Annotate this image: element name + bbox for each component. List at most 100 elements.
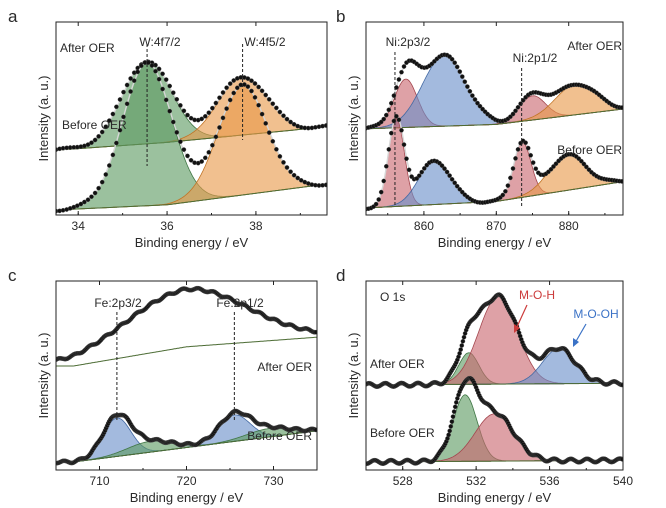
peak-label: Ni:2p1/2: [513, 51, 558, 65]
data-point: [185, 112, 190, 118]
data-point: [277, 109, 283, 115]
data-point: [89, 194, 94, 199]
panel-letter: a: [8, 7, 18, 26]
data-point: [227, 97, 233, 103]
data-point: [121, 89, 126, 95]
data-points: [366, 52, 623, 131]
x-tick-label: 870: [486, 219, 506, 233]
data-point: [96, 134, 101, 139]
data-point: [224, 85, 229, 90]
data-point: [259, 88, 265, 94]
data-point: [373, 201, 379, 207]
plot-area: [366, 52, 623, 212]
background-line: [56, 336, 317, 367]
series-before-oer: [56, 60, 327, 214]
data-point: [185, 153, 190, 159]
data-point: [406, 167, 412, 173]
x-axis-title: Binding energy / eV: [135, 235, 249, 250]
data-point: [131, 78, 137, 83]
chart-panel-c: 710 720 730 Binding energy / eV Intensity (a…: [8, 266, 318, 505]
data-point: [505, 183, 511, 188]
data-point: [259, 111, 265, 117]
data-point: [234, 85, 240, 91]
data-point: [442, 166, 447, 171]
data-point: [167, 83, 172, 89]
data-point: [178, 139, 183, 144]
data-point: [252, 95, 258, 100]
series-after-oer: [366, 292, 623, 390]
data-point: [199, 159, 204, 164]
data-point: [245, 84, 251, 89]
series-after-oer: [366, 52, 623, 131]
data-point: [217, 95, 222, 100]
data-point: [449, 419, 455, 424]
x-axis-title: Binding energy / eV: [438, 490, 552, 505]
data-point: [266, 97, 272, 102]
data-point: [533, 166, 539, 171]
data-point: [295, 175, 301, 181]
data-point: [274, 105, 279, 111]
data-point: [135, 69, 140, 75]
data-point: [206, 110, 212, 115]
data-point: [378, 119, 384, 125]
arrow-head-mo-oh: [573, 338, 579, 347]
data-points: [56, 408, 317, 466]
data-point: [515, 147, 521, 152]
data-point: [386, 107, 392, 113]
panel-title: O 1s: [380, 290, 405, 304]
data-point: [227, 81, 233, 86]
data-point: [510, 111, 516, 117]
data-point: [277, 154, 283, 159]
data-point: [383, 163, 389, 169]
data-point: [401, 64, 407, 69]
data-point: [249, 88, 254, 94]
data-point: [224, 106, 229, 111]
peak-label: Ni:2p3/2: [386, 35, 431, 49]
data-point: [419, 169, 425, 175]
data-point: [472, 97, 478, 102]
y-axis-title: Intensity (a. u.): [36, 333, 51, 419]
x-tick-label: 528: [393, 474, 413, 488]
data-point: [376, 197, 382, 202]
data-point: [284, 116, 290, 122]
data-point: [99, 179, 105, 185]
data-point: [256, 102, 261, 108]
data-point: [470, 93, 475, 98]
data-point: [281, 113, 286, 118]
data-point: [270, 138, 276, 144]
panel-letter: c: [8, 266, 17, 285]
data-point: [121, 114, 126, 120]
series-label: Before OER: [370, 426, 435, 440]
data-point: [452, 404, 458, 410]
data-point: [452, 180, 458, 186]
data-point: [110, 111, 116, 117]
data-point: [450, 414, 456, 419]
x-tick-label: 36: [160, 219, 174, 233]
y-axis-title: Intensity (a. u.): [36, 76, 51, 162]
peak-label: M-O-H: [519, 288, 555, 302]
data-points: [366, 292, 623, 390]
arrow-mo-oh: [574, 323, 587, 344]
data-point: [388, 130, 394, 136]
data-point: [313, 329, 317, 335]
series-label: Before OER: [557, 143, 622, 157]
data-point: [459, 74, 465, 79]
data-point: [156, 66, 162, 72]
peak-label: W:4f5/2: [244, 35, 285, 49]
data-point: [399, 69, 404, 75]
data-point: [447, 428, 453, 434]
x-axis-title: Binding energy / eV: [438, 235, 552, 250]
data-point: [553, 161, 559, 166]
data-point: [396, 117, 402, 123]
data-point: [457, 351, 462, 356]
data-point: [85, 197, 91, 202]
data-point: [231, 78, 236, 83]
data-point: [117, 127, 123, 133]
series-label: After OER: [370, 357, 425, 371]
data-point: [202, 155, 208, 161]
data-point: [138, 63, 144, 69]
data-point: [103, 172, 109, 177]
data-point: [404, 156, 409, 161]
data-point: [401, 142, 407, 147]
